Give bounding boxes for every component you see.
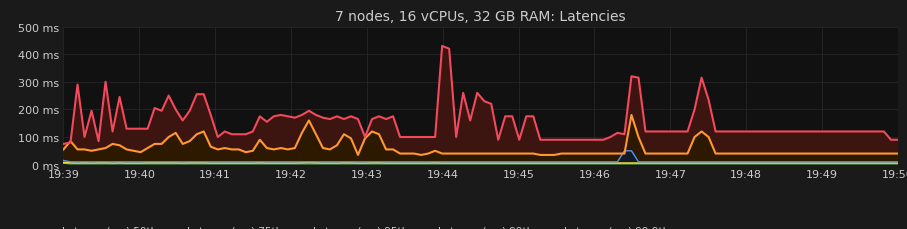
Latency (ms) 75th	[892, 162, 903, 165]
Title: 7 nodes, 16 vCPUs, 32 GB RAM: Latencies: 7 nodes, 16 vCPUs, 32 GB RAM: Latencies	[336, 10, 626, 24]
Latency (ms) 95th	[647, 161, 658, 164]
Latency (ms) 95th	[58, 159, 69, 162]
Latency (ms) 75th	[72, 162, 83, 165]
Latency (ms) 99.9th	[233, 133, 244, 136]
Latency (ms) 75th	[289, 162, 300, 165]
Latency (ms) 95th	[528, 161, 539, 164]
Latency (ms) 50th	[892, 163, 903, 165]
Latency (ms) 95th	[731, 161, 742, 164]
Latency (ms) 50th	[528, 163, 539, 165]
Latency (ms) 50th	[289, 163, 300, 165]
Latency (ms) 99th	[731, 153, 742, 155]
Latency (ms) 50th	[240, 163, 251, 165]
Latency (ms) 50th	[640, 163, 651, 165]
Latency (ms) 99th	[282, 148, 293, 151]
Latency (ms) 99.9th	[640, 131, 651, 133]
Latency (ms) 75th	[724, 162, 735, 165]
Latency (ms) 99.9th	[528, 115, 539, 118]
Latency (ms) 99th	[892, 153, 903, 155]
Latency (ms) 99th	[647, 153, 658, 155]
Latency (ms) 75th	[58, 161, 69, 164]
Latency (ms) 50th	[724, 163, 735, 165]
Latency (ms) 99th	[58, 148, 69, 151]
Latency (ms) 95th	[879, 161, 890, 164]
Latency (ms) 99.9th	[724, 131, 735, 133]
Latency (ms) 99.9th	[872, 131, 883, 133]
Latency (ms) 75th	[528, 162, 539, 165]
Line: Latency (ms) 95th: Latency (ms) 95th	[63, 151, 898, 162]
Latency (ms) 99th	[879, 153, 890, 155]
Latency (ms) 99.9th	[436, 45, 447, 48]
Latency (ms) 95th	[65, 161, 76, 164]
Legend: Latency (ms) 50th, Latency (ms) 75th, Latency (ms) 95th, Latency (ms) 99th, Late: Latency (ms) 50th, Latency (ms) 75th, La…	[38, 222, 673, 229]
Latency (ms) 50th	[58, 162, 69, 165]
Latency (ms) 50th	[65, 163, 76, 165]
Latency (ms) 75th	[240, 162, 251, 165]
Latency (ms) 99th	[233, 148, 244, 151]
Line: Latency (ms) 99th: Latency (ms) 99th	[63, 115, 898, 155]
Latency (ms) 95th	[289, 161, 300, 164]
Latency (ms) 75th	[872, 162, 883, 165]
Latency (ms) 95th	[619, 150, 629, 153]
Latency (ms) 99th	[353, 154, 364, 157]
Latency (ms) 99.9th	[282, 115, 293, 118]
Latency (ms) 95th	[892, 161, 903, 164]
Latency (ms) 99.9th	[58, 143, 69, 146]
Latency (ms) 99th	[626, 114, 637, 117]
Latency (ms) 75th	[640, 162, 651, 165]
Latency (ms) 50th	[872, 163, 883, 165]
Latency (ms) 99.9th	[892, 139, 903, 142]
Line: Latency (ms) 99.9th: Latency (ms) 99.9th	[63, 47, 898, 144]
Latency (ms) 95th	[240, 161, 251, 164]
Latency (ms) 99th	[528, 153, 539, 155]
